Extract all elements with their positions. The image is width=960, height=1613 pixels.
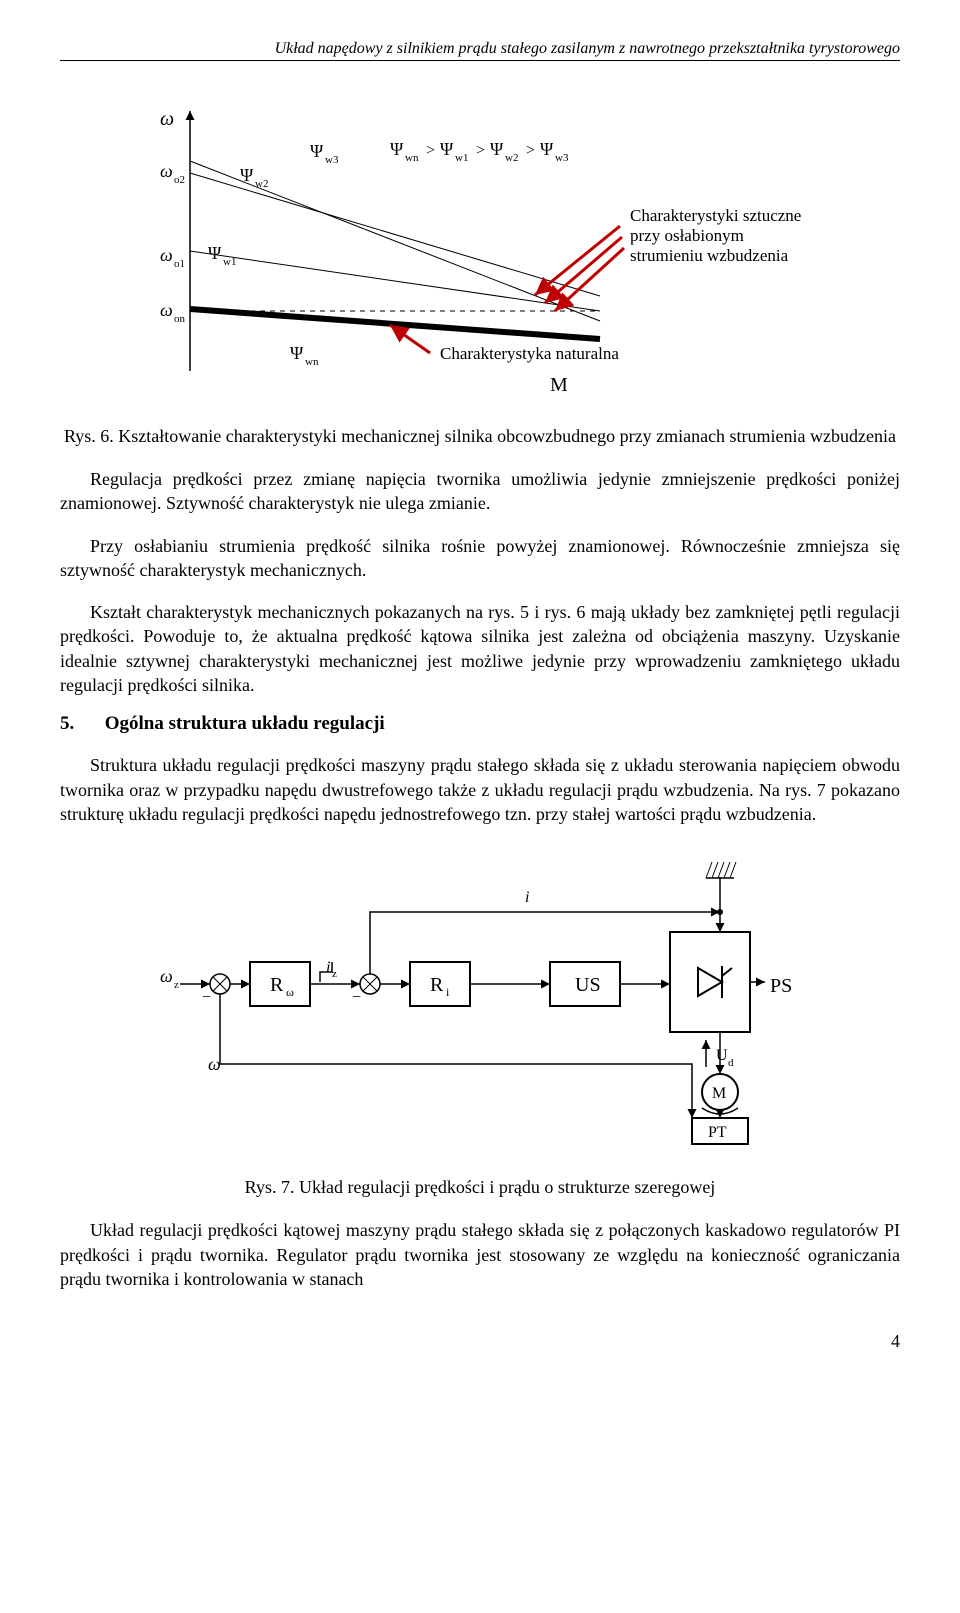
svg-text:w3: w3 bbox=[325, 154, 339, 166]
diagram-rys7: −−RωRiUSPSiziωzωUdMPT bbox=[130, 842, 830, 1157]
svg-text:ω: ω bbox=[160, 966, 173, 986]
paragraph-4: Struktura układu regulacji prędkości mas… bbox=[60, 753, 900, 826]
svg-text:Ψ: Ψ bbox=[390, 139, 404, 159]
section-5-number: 5. bbox=[60, 713, 100, 735]
svg-text:M: M bbox=[550, 374, 568, 396]
figure6-caption: Rys. 6. Kształtowanie charakterystyki me… bbox=[60, 426, 900, 447]
svg-text:Charakterystyki sztuczne: Charakterystyki sztuczne bbox=[630, 206, 801, 225]
svg-text:Ψ: Ψ bbox=[440, 139, 454, 159]
svg-text:Ψ: Ψ bbox=[310, 141, 324, 161]
svg-text:z: z bbox=[174, 979, 179, 991]
svg-text:o1: o1 bbox=[174, 258, 185, 270]
svg-text:w2: w2 bbox=[255, 178, 268, 190]
diagram-rys6: ωωo2ωo1ωonΨw2Ψw3Ψw1Ψwn>Ψw1>Ψw2>Ψw3Charak… bbox=[130, 101, 830, 406]
svg-text:przy osłabionym: przy osłabionym bbox=[630, 226, 744, 245]
svg-text:w1: w1 bbox=[223, 256, 236, 268]
svg-text:w1: w1 bbox=[455, 152, 468, 164]
svg-text:on: on bbox=[174, 313, 186, 325]
svg-text:Ψ: Ψ bbox=[490, 139, 504, 159]
svg-text:Ψ: Ψ bbox=[540, 139, 554, 159]
svg-text:w2: w2 bbox=[505, 152, 518, 164]
svg-text:U: U bbox=[716, 1047, 728, 1064]
svg-text:>: > bbox=[476, 142, 485, 159]
svg-text:ω: ω bbox=[160, 300, 173, 320]
paragraph-5: Układ regulacji prędkości kątowej maszyn… bbox=[60, 1218, 900, 1291]
svg-text:PS: PS bbox=[770, 975, 792, 997]
svg-text:ω: ω bbox=[160, 245, 173, 265]
section-5-heading: 5. Ogólna struktura układu regulacji bbox=[60, 713, 900, 735]
paragraph-1: Regulacja prędkości przez zmianę napięci… bbox=[60, 467, 900, 516]
svg-text:strumieniu wzbudzenia: strumieniu wzbudzenia bbox=[630, 246, 789, 265]
svg-text:wn: wn bbox=[405, 152, 419, 164]
section-5-title: Ogólna struktura układu regulacji bbox=[105, 713, 385, 734]
svg-text:o2: o2 bbox=[174, 174, 185, 186]
svg-text:w3: w3 bbox=[555, 152, 569, 164]
svg-text:Charakterystyka naturalna: Charakterystyka naturalna bbox=[440, 344, 619, 363]
svg-text:PT: PT bbox=[708, 1124, 727, 1141]
svg-text:ω: ω bbox=[286, 985, 294, 999]
svg-text:Ψ: Ψ bbox=[208, 243, 222, 263]
page-number: 4 bbox=[60, 1331, 900, 1352]
svg-text:M: M bbox=[712, 1085, 726, 1102]
svg-text:>: > bbox=[526, 142, 535, 159]
paragraph-2: Przy osłabianiu strumienia prędkość siln… bbox=[60, 534, 900, 583]
svg-text:Ψ: Ψ bbox=[290, 343, 304, 363]
svg-text:i: i bbox=[326, 959, 330, 976]
svg-text:R: R bbox=[270, 974, 284, 996]
svg-text:US: US bbox=[575, 974, 601, 996]
svg-text:ω: ω bbox=[160, 161, 173, 181]
svg-text:wn: wn bbox=[305, 356, 319, 368]
svg-text:z: z bbox=[332, 968, 337, 980]
svg-text:d: d bbox=[728, 1057, 734, 1069]
svg-text:ω: ω bbox=[208, 1054, 221, 1074]
svg-text:ω: ω bbox=[160, 108, 174, 130]
svg-text:>: > bbox=[426, 142, 435, 159]
paragraph-3: Kształt charakterystyk mechanicznych pok… bbox=[60, 600, 900, 697]
svg-text:Ψ: Ψ bbox=[240, 165, 254, 185]
svg-text:i: i bbox=[525, 889, 529, 906]
svg-text:R: R bbox=[430, 974, 444, 996]
svg-text:−: − bbox=[202, 989, 211, 1006]
figure7-caption: Rys. 7. Układ regulacji prędkości i prąd… bbox=[60, 1177, 900, 1198]
page-header: Układ napędowy z silnikiem prądu stałego… bbox=[60, 40, 900, 61]
svg-text:−: − bbox=[352, 989, 361, 1006]
